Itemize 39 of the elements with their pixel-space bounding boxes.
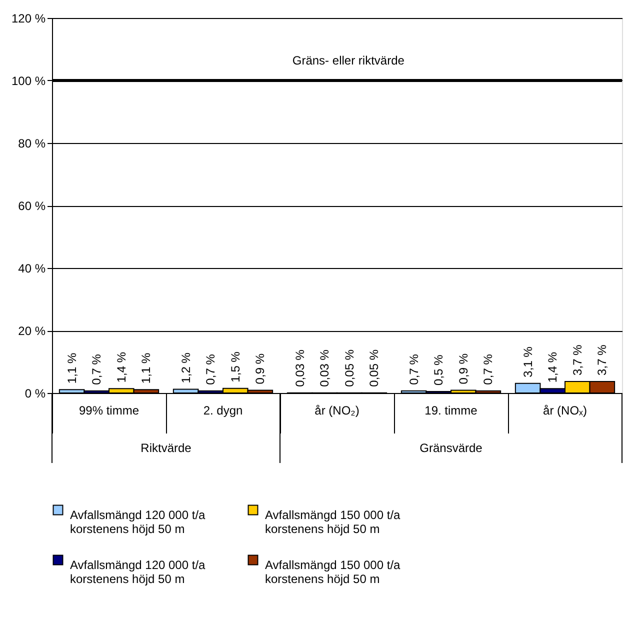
- data-label: 0,9 %: [456, 353, 470, 384]
- y-tick-label: 40 %: [18, 262, 46, 276]
- data-label: 3,1 %: [520, 346, 535, 378]
- data-label: 0,7 %: [90, 354, 104, 385]
- data-label: 0,7 %: [406, 354, 421, 385]
- data-label: 3,7 %: [570, 344, 584, 376]
- x-tick-label: 2. dygn: [203, 404, 243, 418]
- text: Riktvärde: [140, 441, 192, 455]
- y-tick-label: 100 %: [11, 74, 46, 88]
- data-label: 0,03 %: [318, 349, 332, 387]
- legend-label: Avfallsmängd 150 000 t/a korstenens höjd 50 m: [265, 508, 401, 536]
- data-label: 0,7 %: [481, 354, 496, 385]
- data-label: 0,7 %: [204, 354, 218, 385]
- text: Gränsvärde: [420, 441, 483, 455]
- legend-label: Avfallsmängd 120 000 t/a korstenens höjd 50 m: [70, 508, 206, 536]
- data-label: 0,05 %: [367, 349, 382, 387]
- x-tick-label: år (NO₂): [314, 404, 360, 418]
- data-label: 1,1 %: [64, 352, 79, 384]
- data-label: 3,7 %: [595, 344, 610, 376]
- legend-label: Avfallsmängd 150 000 t/a korstenens höjd 50 m: [265, 558, 401, 586]
- data-label: 1,1 %: [139, 352, 154, 384]
- y-tick-label: 80 %: [18, 136, 46, 150]
- data-label: 1,2 %: [178, 352, 193, 384]
- x-tick-label: 19. timme: [424, 404, 478, 418]
- y-tick-label: 120 %: [11, 12, 46, 26]
- data-label: 0,03 %: [292, 349, 307, 387]
- x-tick-label: år (NOₓ): [543, 404, 587, 418]
- data-label: 0,5 %: [432, 354, 446, 386]
- legend-label: Avfallsmängd 120 000 t/a korstenens höjd 50 m: [70, 558, 206, 586]
- data-label: 0,05 %: [342, 349, 356, 387]
- data-label: 0,9 %: [253, 353, 268, 384]
- data-label: 1,4 %: [114, 352, 128, 383]
- data-label: 1,5 %: [228, 351, 242, 382]
- data-label: 1,4 %: [546, 352, 560, 383]
- y-tick-label: 60 %: [18, 199, 46, 213]
- y-tick-label: 0 %: [24, 386, 46, 400]
- x-tick-label: 99% timme: [78, 404, 140, 418]
- y-tick-label: 20 %: [18, 324, 46, 338]
- ref-line-label: Gräns- eller riktvärde: [292, 54, 405, 68]
